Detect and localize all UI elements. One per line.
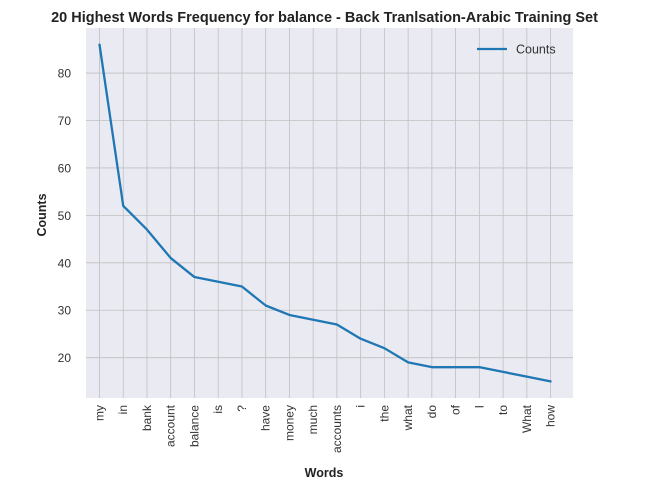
legend-label: Counts (516, 43, 556, 57)
y-tick-label: 70 (58, 114, 72, 128)
y-tick-label: 30 (58, 304, 72, 318)
x-tick-label: i (354, 405, 368, 408)
x-tick-label: money (282, 405, 296, 441)
y-axis-label: Counts (35, 193, 49, 236)
x-tick-label: I (472, 405, 486, 408)
x-tick-label: do (425, 405, 439, 419)
x-tick-labels: my in bank account balance is? have money much ac… (93, 404, 558, 453)
x-tick-label: of (449, 404, 463, 415)
x-tick-label: in (116, 405, 130, 414)
legend: Counts (477, 43, 556, 57)
x-tick-label: the (377, 405, 391, 422)
x-tick-label: to (496, 405, 510, 415)
y-tick-label: 80 (58, 67, 72, 81)
x-axis-label: Words (305, 466, 344, 480)
y-tick-label: 40 (58, 256, 72, 270)
chart-title: 20 Highest Words Frequency for balance -… (51, 10, 598, 26)
y-tick-labels: 20 30 40 50 60 70 80 (58, 67, 72, 366)
x-tick-label: much (306, 405, 320, 434)
x-tick-label: accounts (330, 405, 344, 453)
x-tick-label: account (164, 404, 178, 447)
x-tick-label: ? (235, 405, 249, 412)
x-tick-label: bank (140, 404, 154, 431)
y-tick-label: 50 (58, 209, 72, 223)
x-tick-label: What (520, 404, 534, 433)
y-tick-label: 20 (58, 351, 72, 365)
x-tick-label: how (544, 405, 558, 427)
x-tick-label: balance (187, 405, 201, 447)
x-tick-label: is (211, 405, 225, 414)
series-line-counts (98, 43, 552, 383)
x-tick-label: what (401, 404, 415, 431)
y-tick-label: 60 (58, 161, 72, 175)
x-tick-label: have (259, 405, 273, 431)
plot-background (86, 28, 573, 398)
x-gridlines (99, 28, 551, 398)
x-tick-label: my (93, 405, 107, 421)
data-points (99, 44, 551, 382)
y-gridlines (86, 72, 573, 359)
